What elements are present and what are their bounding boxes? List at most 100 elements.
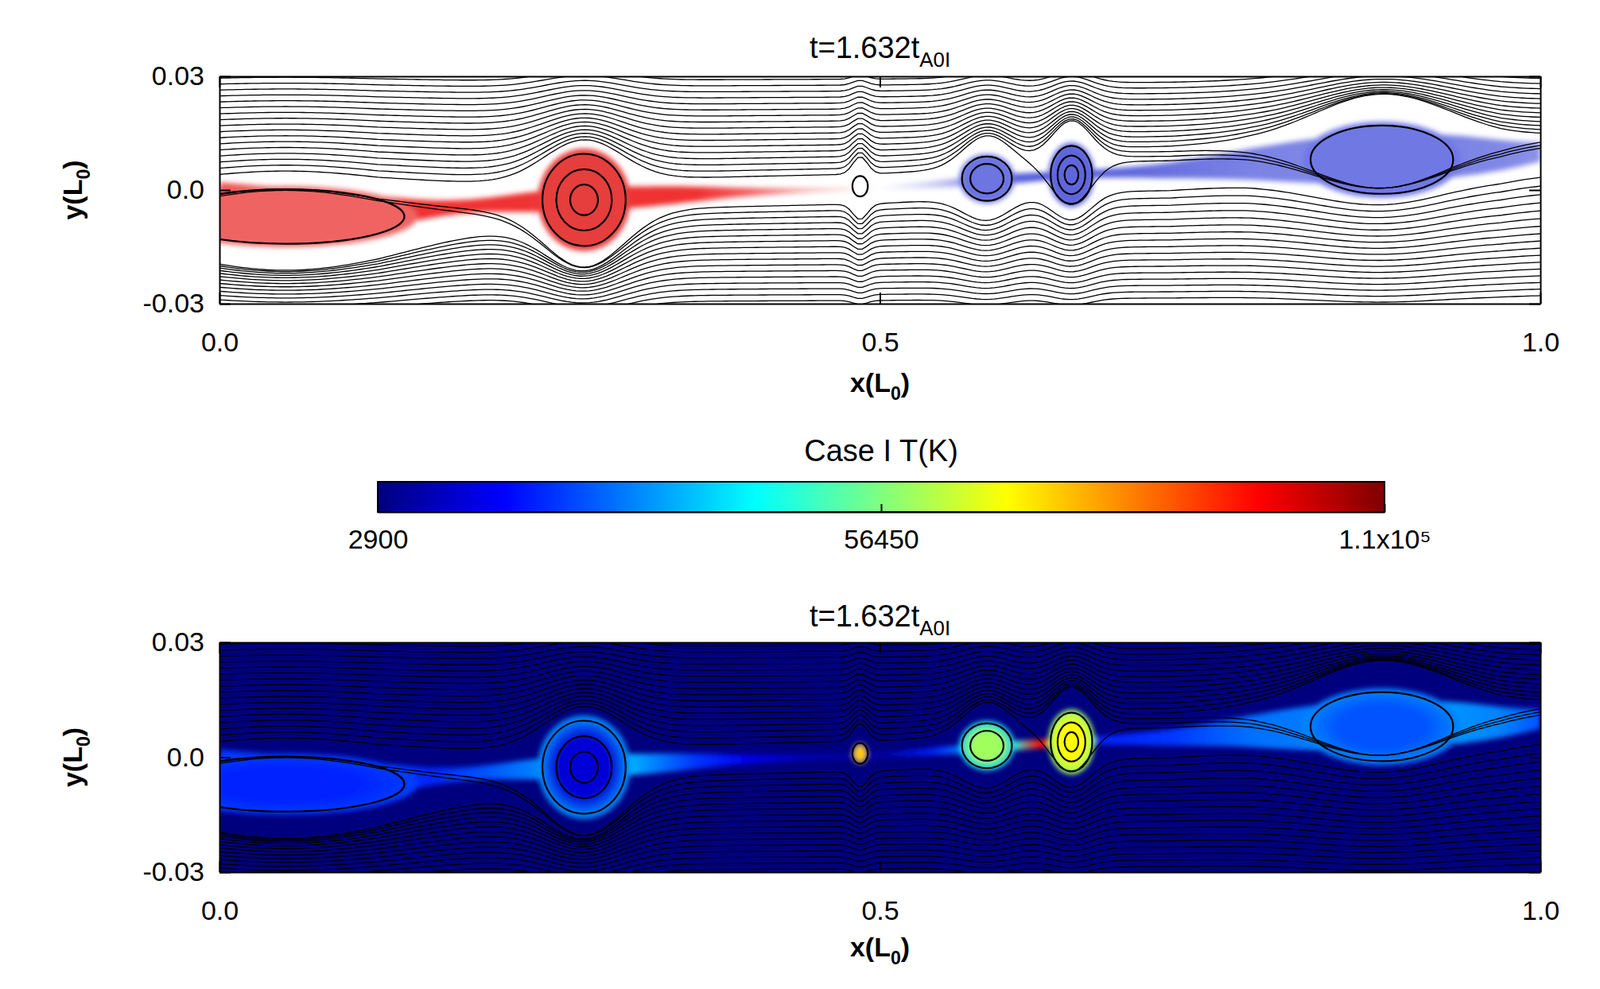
field-line [219, 770, 1541, 841]
plasmoid-contour [570, 752, 599, 784]
field-line [219, 815, 1541, 856]
plasmoid [851, 741, 870, 766]
plasmoid-contour [542, 721, 626, 815]
plasmoid [1048, 709, 1095, 775]
tick-label: 0.5 [861, 326, 899, 358]
tick-mark [219, 76, 231, 78]
tick-mark [879, 642, 882, 654]
tick: -0.03 [143, 287, 232, 319]
field-line [219, 702, 1541, 773]
plasmoid [537, 148, 630, 252]
tick [1529, 190, 1541, 191]
plasmoid-contour [1064, 732, 1079, 753]
tick-label: 0.0 [166, 741, 205, 773]
background [0, 0, 1600, 989]
field-line [219, 778, 1541, 843]
tick-label: 2900 [348, 524, 409, 555]
field-lines [219, 76, 1541, 304]
text-part: 0 [890, 383, 901, 404]
plasmoid [219, 186, 418, 247]
plot-background [219, 76, 1541, 304]
tick: 1.1x10⁵ [1338, 504, 1431, 555]
plasmoid-contour [1050, 712, 1092, 772]
colorbar-title: Case I T(K) [803, 434, 959, 468]
panel: 0.00.51.0-0.030.00.03t=1.632tA0Ix(L0)y(L… [57, 599, 1560, 969]
x-axis-top [220, 642, 1542, 654]
field-line [219, 202, 1541, 272]
field-line [219, 761, 1541, 839]
colorbar: 2900 56450 1.1x10⁵ Case I T(K) [348, 434, 1432, 555]
plasmoid [1302, 688, 1461, 766]
field-line [219, 823, 1541, 860]
plasmoid [851, 174, 870, 199]
tick-mark [219, 190, 231, 192]
x-axis: 0.00.51.0 [201, 292, 1560, 358]
text-part: 0 [73, 169, 94, 180]
y-axis: -0.030.00.03 [143, 626, 232, 887]
text-part: ) [900, 367, 910, 398]
plasmoid-contour [542, 153, 626, 246]
tick-label: -0.03 [143, 287, 206, 319]
plot-area [219, 76, 1541, 304]
plasmoid-contour [1310, 125, 1453, 195]
plasmoid-contour [970, 163, 1004, 194]
text-part: x(L [850, 932, 891, 963]
x-axis-title: x(L0) [850, 367, 910, 404]
tick-mark [879, 861, 882, 873]
tick-label: 1.0 [1522, 895, 1560, 926]
tick-mark [1529, 190, 1541, 192]
text-part: t=1.632t [809, 31, 921, 65]
tick-label: 1.0 [1522, 326, 1560, 358]
plot-background [219, 642, 1541, 873]
plasmoid [959, 154, 1015, 204]
tick-label: 0.5 [861, 895, 899, 926]
tick-mark [1384, 504, 1387, 513]
tick-label: 1.1x10⁵ [1338, 524, 1431, 555]
tick-label: 0.0 [166, 174, 205, 205]
field-line [219, 194, 1541, 272]
tick-label: 0.0 [201, 895, 239, 926]
plasmoid-contour [1050, 145, 1092, 204]
field-line [219, 177, 1541, 268]
plasmoid [219, 753, 418, 816]
tick [880, 76, 882, 88]
field-line [219, 218, 1541, 276]
tick: 0.0 [166, 174, 231, 205]
plasmoid-contour [219, 189, 405, 245]
plasmoid-contour [219, 757, 405, 812]
tick [1529, 642, 1541, 644]
text-part: y(L [57, 179, 88, 221]
plasmoid-contour [970, 730, 1004, 762]
tick [1529, 76, 1541, 78]
y-axis-right [1529, 643, 1542, 874]
tick: 0.03 [151, 626, 231, 657]
tick-mark [879, 292, 882, 304]
plasmoid-contours [219, 692, 1453, 815]
field-line [219, 135, 1541, 205]
tick-mark [219, 757, 231, 759]
tick: 56450 [843, 504, 920, 555]
plasmoid-contour [556, 169, 613, 231]
field-line [219, 76, 1541, 93]
field-line [219, 753, 1541, 837]
tick: 0.03 [151, 60, 231, 91]
plasmoid-contour [962, 723, 1013, 769]
figure: 0.00.51.0-0.030.00.03t=1.632tA0Ix(L0)y(L… [0, 0, 1600, 989]
tick-mark [219, 872, 231, 874]
text-part: 0 [890, 947, 901, 969]
plasmoid-contour [962, 156, 1013, 202]
tick [1529, 757, 1541, 759]
y-axis-title: y(L0) [57, 727, 94, 788]
tick-mark [219, 303, 231, 306]
tick [880, 642, 882, 654]
field-line [219, 744, 1541, 835]
text-part: A0I [919, 617, 951, 640]
field-line [219, 648, 1541, 684]
plasmoid-contour [1057, 155, 1086, 195]
field-line [219, 210, 1541, 274]
plasmoid-contour [570, 184, 599, 216]
plasmoid-contour [556, 736, 613, 799]
plasmoid-contours [219, 125, 1453, 246]
text-part: A0I [919, 48, 951, 71]
plasmoid-contour [852, 743, 868, 765]
